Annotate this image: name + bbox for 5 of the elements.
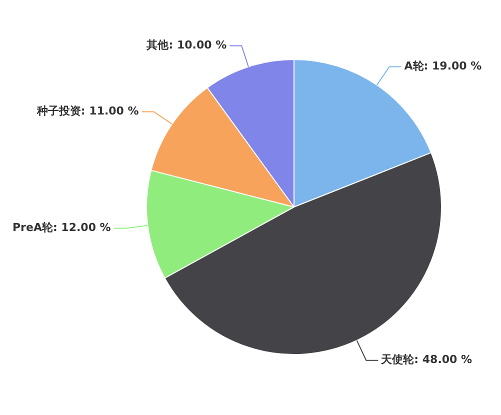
slice-label: PreA轮: 12.00 % [12,221,111,234]
slice-label: A轮: 19.00 % [404,60,482,73]
slice-label: 其他: 10.00 % [146,38,227,52]
slice-label: 天使轮: 48.00 % [380,353,472,366]
slice-label: 种子投资: 11.00 % [36,104,139,118]
